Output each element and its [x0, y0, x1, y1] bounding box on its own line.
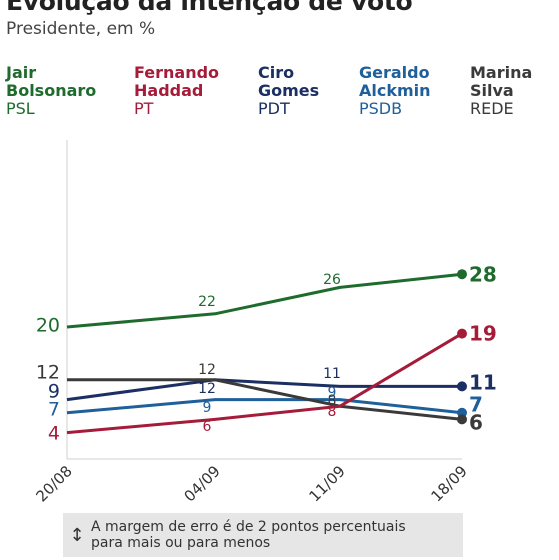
series-end-marker [457, 328, 467, 339]
legend-name-line2: Alckmin [359, 81, 431, 100]
series-line [66, 272, 463, 329]
legend-item-ciro: Ciro Gomes PDT [258, 64, 319, 118]
point-value-label: 26 [323, 272, 341, 288]
legend: Jair Bolsonaro PSL Fernando Haddad PT Ci… [0, 64, 559, 124]
legend-name-line2: Haddad [134, 81, 204, 100]
point-value-label: 11 [323, 366, 341, 382]
start-value-label: 4 [48, 423, 60, 445]
legend-name-line2: Gomes [258, 81, 320, 100]
legend-name-line1: Marina [470, 63, 533, 82]
start-value-label: 7 [48, 399, 60, 421]
chart-title: Evolução da intenção de voto [6, 0, 413, 16]
series-line [66, 378, 462, 402]
point-value-label: 9 [203, 400, 212, 416]
legend-party: PSL [6, 99, 35, 118]
series-end-marker [457, 269, 467, 280]
note-text: A margem de erro é de 2 pontos percentua… [91, 519, 406, 551]
legend-item-bolsonaro: Jair Bolsonaro PSL [6, 64, 96, 118]
point-value-label: 22 [198, 294, 216, 310]
end-value-label: 28 [469, 263, 497, 287]
legend-name-line1: Ciro [258, 63, 295, 82]
vertical-double-arrow-icon: ↕ [69, 524, 85, 546]
legend-name-line1: Jair [6, 63, 37, 82]
series-end-marker [457, 381, 467, 392]
point-value-label: 12 [198, 362, 216, 378]
legend-item-alckmin: Geraldo Alckmin PSDB [359, 64, 431, 118]
margin-of-error-note: ↕ A margem de erro é de 2 pontos percent… [63, 513, 463, 557]
point-value-label: 8 [328, 393, 337, 409]
legend-party: REDE [470, 99, 514, 118]
end-value-label: 19 [469, 322, 497, 346]
x-tick-label: 20/08 [33, 462, 76, 505]
series-line [67, 378, 463, 421]
x-tick-label: 04/09 [181, 462, 224, 505]
start-value-label: 9 [48, 381, 60, 403]
end-value-label: 6 [469, 411, 483, 435]
note-line-1: A margem de erro é de 2 pontos percentua… [91, 519, 406, 535]
legend-name-line2: Silva [470, 81, 514, 100]
end-value-label: 11 [469, 371, 497, 395]
legend-name-line1: Fernando [134, 63, 220, 82]
start-value-label: 12 [36, 362, 60, 384]
legend-name-line1: Geraldo [359, 63, 430, 82]
x-tick-label: 18/09 [428, 462, 471, 505]
series-end-marker [457, 414, 467, 425]
legend-party: PDT [258, 99, 290, 118]
legend-party: PSDB [359, 99, 403, 118]
point-value-label: 9 [328, 385, 337, 401]
series-line [66, 332, 463, 435]
chart-subtitle: Presidente, em % [6, 19, 156, 39]
legend-item-haddad: Fernando Haddad PT [134, 64, 219, 118]
x-tick-label: 11/09 [306, 462, 349, 505]
point-value-label: 8 [328, 404, 337, 420]
series-line [66, 398, 463, 415]
point-value-label: 12 [198, 381, 216, 397]
note-line-2: para mais ou para menos [91, 535, 271, 551]
legend-name-line2: Bolsonaro [6, 81, 97, 100]
legend-party: PT [134, 99, 154, 118]
start-value-label: 20 [36, 315, 60, 337]
line-chart: 20/08 04/09 11/09 18/0920497122819117622261… [33, 140, 497, 505]
end-value-label: 7 [469, 393, 483, 417]
legend-item-marina: Marina Silva REDE [470, 64, 532, 118]
point-value-label: 6 [203, 419, 212, 435]
